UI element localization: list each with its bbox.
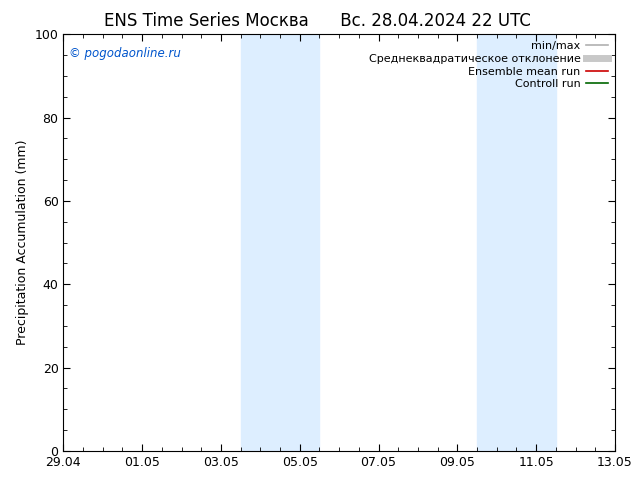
Legend: min/max, Среднеквадратическое отклонение, Ensemble mean run, Controll run: min/max, Среднеквадратическое отклонение… — [364, 37, 612, 94]
Y-axis label: Precipitation Accumulation (mm): Precipitation Accumulation (mm) — [16, 140, 29, 345]
Text: © pogodaonline.ru: © pogodaonline.ru — [69, 47, 181, 60]
Bar — [241, 34, 320, 451]
Text: ENS Time Series Москва      Вс. 28.04.2024 22 UTC: ENS Time Series Москва Вс. 28.04.2024 22… — [103, 12, 531, 30]
Bar — [477, 34, 556, 451]
